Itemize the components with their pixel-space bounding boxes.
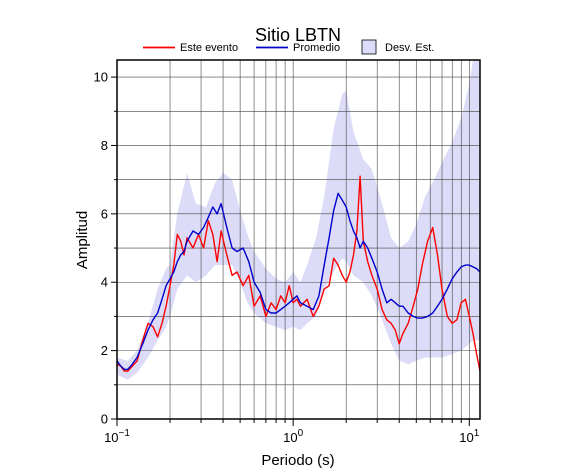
std-dev-band — [117, 60, 480, 380]
y-tick-label: 0 — [101, 412, 108, 427]
x-tick-label: 101 — [459, 428, 479, 445]
y-tick-label: 8 — [101, 138, 108, 153]
y-tick-label: 10 — [94, 70, 108, 85]
std-dev-band-area — [117, 60, 480, 380]
grid — [117, 60, 480, 419]
x-axis-label: Periodo (s) — [261, 452, 334, 469]
legend-label-promedio: Promedio — [293, 42, 340, 54]
series-line-promedio — [117, 192, 480, 371]
series-lines — [117, 175, 480, 372]
x-tick-label: 100 — [283, 428, 303, 445]
legend-label-desv-est: Desv. Est. — [385, 42, 434, 54]
legend-label-este-evento: Este evento — [180, 42, 238, 54]
y-axis-label: Amplitud — [74, 211, 91, 269]
legend: Este evento Promedio Desv. Est. — [143, 39, 434, 55]
legend-swatch-desv-est — [361, 39, 377, 55]
series-line-este-evento — [117, 175, 480, 372]
y-tick-label: 6 — [101, 206, 108, 221]
x-tick-label: 10−1 — [104, 428, 130, 445]
chart-title: Sitio LBTN — [255, 25, 341, 45]
y-tick-label: 4 — [101, 275, 108, 290]
y-tick-label: 2 — [101, 343, 108, 358]
plot-frame — [116, 59, 481, 420]
